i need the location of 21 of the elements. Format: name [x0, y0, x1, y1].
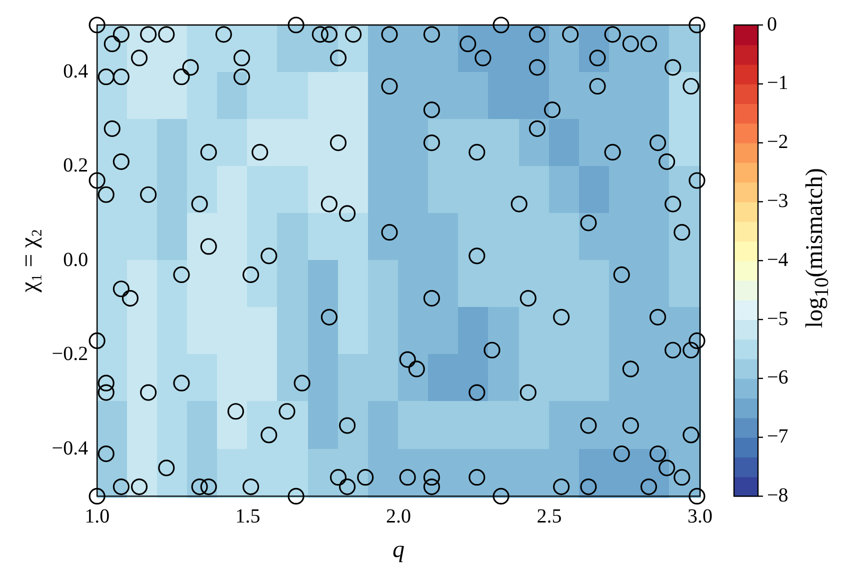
x-tick-label: 1.0 [84, 505, 110, 528]
color-bar-label: −2 [767, 131, 788, 154]
x-tick-label: 2.0 [386, 505, 412, 528]
y-tick-label: 0.4 [63, 60, 88, 82]
x-tick-label: 2.5 [536, 505, 562, 528]
y-tick-label: −0.2 [52, 343, 88, 366]
color-bar-label: −8 [767, 484, 788, 506]
color-bar-label: 0 [767, 13, 777, 36]
x-tick-label: 3.0 [688, 505, 712, 528]
color-bar-label: −5 [767, 308, 788, 330]
y-tick-label: 0.2 [63, 154, 88, 177]
color-bar-label: −3 [767, 190, 788, 212]
y-tick-label: −0.4 [52, 437, 88, 460]
color-bar-label: −6 [767, 366, 788, 389]
color-bar-label: −4 [767, 248, 788, 271]
x-tick-label: 1.5 [235, 505, 260, 528]
x-axis-title: q [392, 536, 405, 563]
y-tick-label: 0.0 [63, 248, 88, 271]
color-bar-label: −1 [767, 72, 788, 94]
y-axis-title: χ₁ = χ₂ [16, 228, 43, 294]
color-bar-label: −7 [767, 426, 788, 448]
